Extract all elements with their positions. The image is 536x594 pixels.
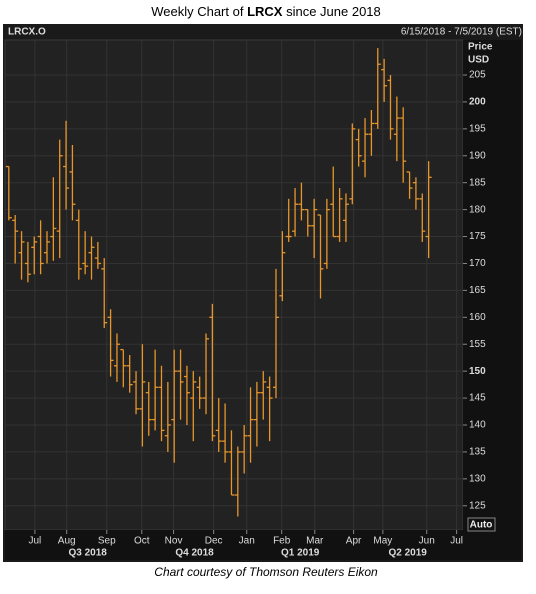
x-tick-label: Mar [306,536,324,547]
auto-button-label[interactable]: Auto [470,520,493,531]
title-start: Weekly Chart of [151,4,247,19]
y-tick-label: 135 [469,447,486,458]
title-end: since June 2018 [282,4,380,19]
x-tick-label: Oct [134,536,150,547]
y-tick-label: 140 [469,420,486,431]
y-tick-label: 155 [469,339,486,350]
x-tick-label: Nov [165,536,183,547]
y-axis-unit: USD [468,55,489,66]
x-tick-label: Sep [98,536,116,547]
date-range: 6/15/2018 - 7/5/2019 (EST) [401,27,522,38]
y-tick-label: 170 [469,258,486,269]
quarter-label: Q2 2019 [388,548,427,559]
x-tick-label: Dec [205,536,223,547]
symbol: LRCX.O [8,27,46,38]
x-tick-label: Jul [450,536,463,547]
y-axis-label: Price [468,42,493,53]
quarter-label: Q4 2018 [175,548,214,559]
plot-area [4,39,464,531]
y-tick-label: 150 [469,366,486,377]
auto-button[interactable] [467,517,496,532]
y-tick-label: 205 [469,70,486,81]
chart-title: Weekly Chart of LRCX since June 2018 [151,4,381,19]
footer: Chart courtesy of Thomson Reuters Eikon [154,565,378,579]
y-tick-label: 165 [469,285,486,296]
y-tick-label: 200 [469,97,486,108]
quarter-label: Q1 2019 [281,548,320,559]
y-tick-label: 125 [469,500,486,511]
y-tick-label: 130 [469,473,486,484]
x-tick-label: Feb [273,536,291,547]
y-tick-label: 180 [469,204,486,215]
y-tick-label: 195 [469,123,486,134]
x-tick-label: Jan [239,536,255,547]
title-symbol: LRCX [247,4,283,19]
y-axis-area [463,40,521,530]
y-tick-label: 190 [469,150,486,161]
y-tick-label: 145 [469,393,486,404]
x-tick-label: May [373,536,392,547]
x-tick-label: Jun [419,536,435,547]
x-tick-label: Aug [58,536,76,547]
quarter-label: Q3 2018 [69,548,108,559]
x-tick-label: Apr [346,536,362,547]
y-tick-label: 160 [469,312,486,323]
y-tick-label: 175 [469,231,486,242]
x-axis-area [5,530,521,560]
x-tick-label: Jul [28,536,41,547]
y-tick-label: 185 [469,177,486,188]
